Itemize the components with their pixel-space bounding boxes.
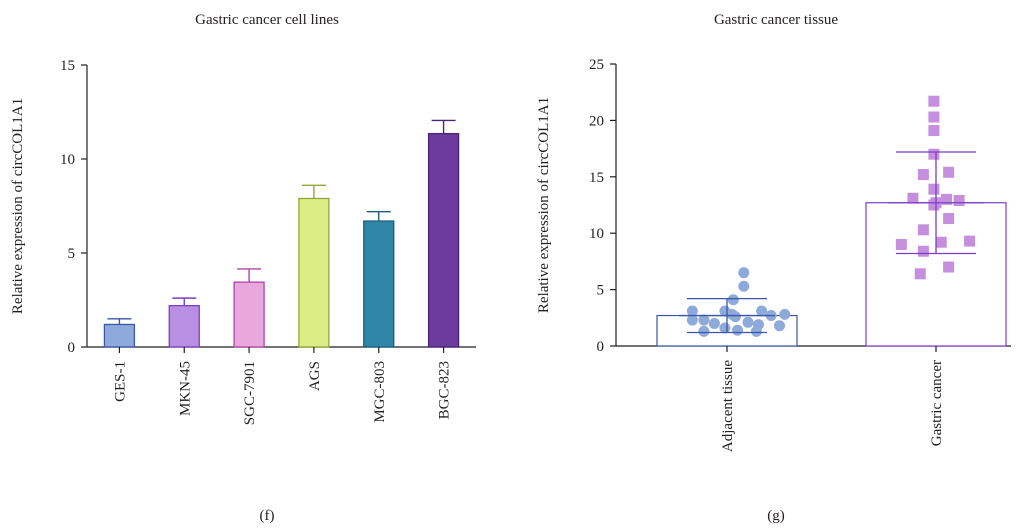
bar (233, 281, 265, 348)
data-point (698, 314, 710, 326)
data-point (953, 194, 965, 206)
y-tick-label: 5 (597, 283, 605, 299)
data-point (686, 305, 698, 317)
data-point (943, 213, 955, 225)
x-tick-label: GES-1 (112, 361, 128, 402)
data-point (774, 320, 785, 332)
data-point (935, 236, 947, 248)
data-point (756, 305, 768, 317)
panel-label: (f) (259, 508, 275, 524)
data-point (738, 280, 750, 292)
panel-label: (g) (767, 508, 785, 524)
data-point (895, 238, 907, 250)
data-point (753, 319, 764, 331)
data-point (964, 235, 976, 247)
x-tick-label: Gastric cancer (929, 360, 945, 446)
data-point (729, 311, 741, 323)
data-point (928, 111, 940, 123)
data-point (928, 183, 940, 195)
data-point (698, 325, 710, 337)
data-point (914, 268, 926, 280)
data-point (779, 308, 791, 320)
x-tick-label: Adjacent tissue (720, 360, 736, 452)
chart-title: Gastric cancer tissue (713, 12, 839, 28)
y-tick-label: 0 (597, 339, 605, 355)
x-tick-label: MKN-45 (177, 361, 193, 416)
y-tick-label: 0 (68, 340, 76, 356)
data-point (928, 199, 940, 211)
data-point (686, 314, 698, 326)
data-point (941, 193, 952, 205)
y-tick-label: 10 (589, 226, 604, 242)
data-point (928, 95, 940, 107)
data-point (727, 294, 739, 306)
chart-title: Gastric cancer cell lines (195, 12, 339, 28)
y-tick-label: 15 (589, 170, 604, 186)
y-tick-label: 25 (589, 57, 604, 73)
chart-panel-g: Gastric cancer tissue 0 5 10 15 20 25 Relative… (511, 0, 1023, 531)
data-point (719, 322, 731, 334)
data-point (917, 169, 929, 181)
y-axis-label: Relative expression of circCOL1A1 (536, 97, 552, 313)
chart-panel-f: Gastric cancer cell lines 0 5 10 15 Relative… (10, 12, 476, 524)
y-tick-label: 5 (68, 246, 76, 262)
scatter-bar-chart: 0 5 10 15 20 25 Relative expression of circCOL… (536, 57, 1011, 452)
data-point (742, 316, 754, 328)
y-tick-label: 15 (60, 58, 75, 74)
x-tick-label: MGC-803 (372, 361, 388, 423)
data-point (928, 148, 940, 160)
data-point (917, 245, 929, 257)
data-point (732, 324, 743, 336)
data-point (928, 125, 940, 137)
y-tick-label: 10 (60, 152, 75, 168)
y-axis-label: Relative expression of circCOL1A1 (10, 98, 26, 314)
bar (168, 304, 200, 348)
bar (298, 197, 330, 348)
bar-chart: 0 5 10 15 Relative expression of circCOL1A1 G… (10, 58, 476, 425)
data-point (907, 192, 919, 204)
bar (427, 132, 460, 348)
data-point (738, 267, 750, 279)
data-point (943, 261, 955, 273)
y-tick-label: 20 (589, 113, 604, 129)
x-tick-label: AGS (307, 361, 323, 391)
bar (103, 323, 136, 348)
x-tick-label: SGC-7901 (242, 361, 258, 425)
bar (363, 220, 395, 348)
data-point (943, 166, 955, 178)
data-point (708, 317, 720, 329)
x-tick-label: BGC-823 (437, 361, 453, 419)
data-point (917, 224, 929, 236)
